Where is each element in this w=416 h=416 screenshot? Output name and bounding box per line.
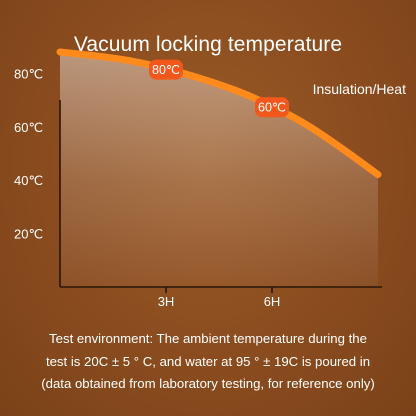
x-tick-label: 3H [158, 294, 175, 309]
data-label-badge [149, 59, 183, 80]
chart-title: Vacuum locking temperature [73, 33, 343, 56]
legend-label: Insulation/Heat [312, 81, 406, 97]
series-line-0 [56, 48, 382, 179]
y-tick-label: 80℃ [14, 66, 43, 81]
data-label: 80℃ [152, 63, 180, 77]
data-label: 60℃ [258, 101, 286, 115]
footnote-line-1: Test environment: The ambient temperatur… [49, 331, 367, 346]
y-tick-label: 40℃ [14, 173, 43, 188]
y-tick-label: 60℃ [14, 120, 43, 135]
footnote-line-2: test is 20C ± 5 ° C, and water at 95 ° ±… [45, 353, 371, 369]
series-area-0 [60, 52, 378, 287]
footnote: Test environment: The ambient temperatur… [0, 328, 416, 396]
data-label-badge [255, 97, 289, 118]
footnote-line-3: (data obtained from laboratory testing, … [41, 376, 375, 391]
x-tick-label: 6H [264, 294, 281, 309]
y-tick-label: 20℃ [14, 227, 43, 242]
